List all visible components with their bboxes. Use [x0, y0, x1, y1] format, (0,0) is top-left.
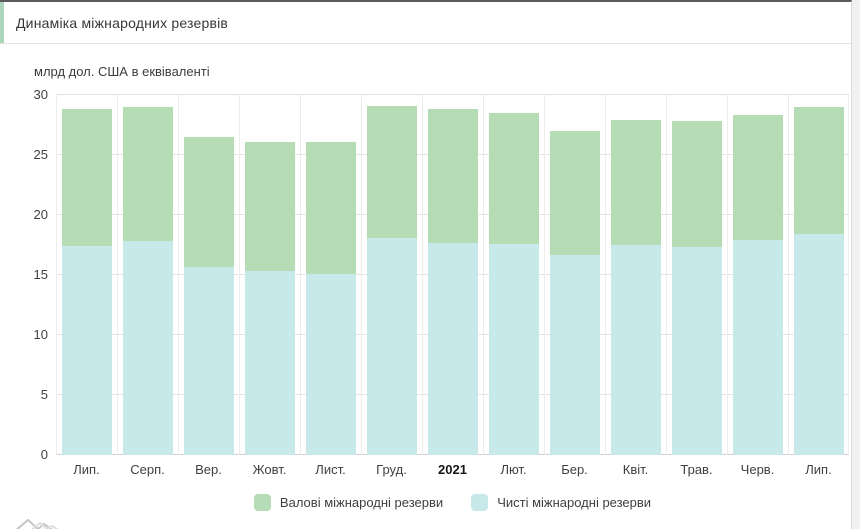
gridline-x-5: [361, 95, 362, 455]
page-title: Динаміка міжнародних резервів: [16, 14, 229, 31]
x-label-10: Трав.: [680, 462, 713, 477]
gridline-x-12: [788, 95, 789, 455]
bar-net-5[interactable]: [366, 237, 417, 455]
x-label-12: Лип.: [805, 462, 832, 477]
bar-slot-8: [544, 95, 605, 455]
gridline-y-30: [56, 94, 849, 95]
gridline-x-2: [178, 95, 179, 455]
x-label-1: Серп.: [130, 462, 165, 477]
bar-net-10[interactable]: [671, 247, 722, 455]
legend-swatch-net: [471, 494, 489, 511]
gridline-x-7: [483, 95, 484, 455]
bar-net-3[interactable]: [244, 271, 295, 455]
bar-slot-6: [422, 95, 483, 455]
x-label-6: 2021: [438, 462, 467, 477]
bar-net-7[interactable]: [488, 243, 539, 455]
y-tick-label-15: 15: [33, 267, 48, 282]
bar-net-4[interactable]: [305, 273, 356, 455]
bar-slot-4: [300, 95, 361, 455]
x-label-4: Лист.: [315, 462, 346, 477]
gridline-x-4: [300, 95, 301, 455]
bar-slot-0: [56, 95, 117, 455]
gridline-x-0: [56, 95, 57, 455]
y-tick-label-5: 5: [40, 387, 48, 402]
gridline-x-13: [848, 95, 849, 455]
x-label-5: Груд.: [376, 462, 407, 477]
gridline-x-8: [544, 95, 545, 455]
x-label-3: Жовт.: [252, 462, 287, 477]
bar-net-0[interactable]: [61, 246, 112, 455]
bar-slot-1: [117, 95, 178, 455]
y-tick-label-10: 10: [33, 327, 48, 342]
bar-slot-2: [178, 95, 239, 455]
bar-net-6[interactable]: [427, 242, 478, 455]
bar-slot-11: [727, 95, 788, 455]
gridline-x-1: [117, 95, 118, 455]
x-label-11: Черв.: [740, 462, 775, 477]
x-label-9: Квіт.: [622, 462, 649, 477]
legend-label-gross: Валові міжнародні резерви: [279, 495, 444, 510]
x-label-0: Лип.: [73, 462, 100, 477]
x-label-2: Вер.: [195, 462, 222, 477]
axis-unit-label: млрд дол. США в еквіваленті: [34, 64, 210, 79]
y-tick-label-30: 30: [33, 87, 48, 102]
legend-swatch-gross: [253, 494, 271, 511]
gridline-x-3: [239, 95, 240, 455]
gridline-x-6: [422, 95, 423, 455]
y-tick-label-0: 0: [40, 447, 48, 462]
bar-slot-12: [788, 95, 849, 455]
bar-chart-plot-area: [56, 94, 849, 455]
bar-slot-3: [239, 95, 300, 455]
x-label-7: Лют.: [500, 462, 527, 477]
y-tick-label-25: 25: [33, 147, 48, 162]
legend-item-gross[interactable]: Валові міжнародні резерви: [253, 494, 444, 511]
bar-net-11[interactable]: [732, 240, 783, 455]
bar-net-9[interactable]: [610, 245, 661, 455]
bar-net-12[interactable]: [793, 234, 844, 455]
y-tick-label-20: 20: [33, 207, 48, 222]
bar-net-2[interactable]: [183, 266, 234, 455]
card-header: Динаміка міжнародних резервів: [0, 2, 851, 44]
legend-label-net: Чисті міжнародні резерви: [497, 495, 652, 510]
x-label-8: Бер.: [561, 462, 588, 477]
bar-slot-5: [361, 95, 422, 455]
bar-slot-9: [605, 95, 666, 455]
header-accent-bar: [0, 2, 4, 43]
bar-slot-7: [483, 95, 544, 455]
bar-net-8[interactable]: [549, 254, 600, 455]
gridline-x-9: [605, 95, 606, 455]
bar-net-1[interactable]: [122, 241, 173, 455]
amcharts-logo-icon[interactable]: [14, 518, 68, 529]
chart-legend: Валові міжнародні резерви Чисті міжнародн…: [56, 494, 849, 511]
gridline-x-10: [666, 95, 667, 455]
gridline-x-11: [727, 95, 728, 455]
bar-slot-10: [666, 95, 727, 455]
legend-item-net[interactable]: Чисті міжнародні резерви: [471, 494, 651, 511]
